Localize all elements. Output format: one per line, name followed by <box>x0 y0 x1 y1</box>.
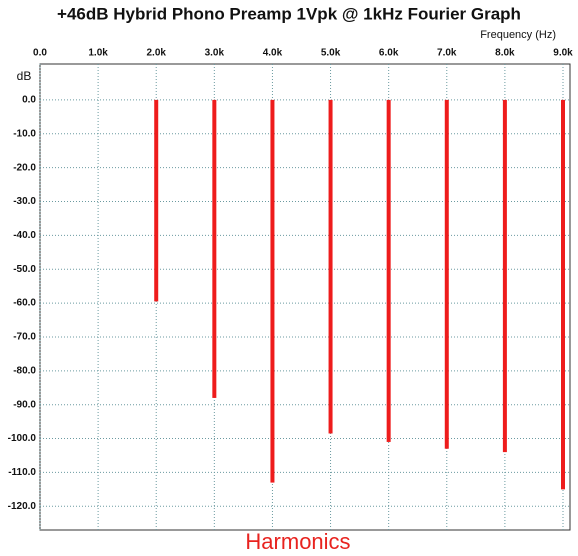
x-tick-label: 8.0k <box>495 48 515 59</box>
bar <box>212 99 217 398</box>
y-tick-label: 0.0 <box>22 95 36 106</box>
y-tick-label: -70.0 <box>13 332 36 343</box>
y-tick-label: -40.0 <box>13 230 36 241</box>
bar <box>386 99 391 442</box>
x-tick-label: 6.0k <box>379 48 399 59</box>
plot-frame <box>39 63 571 531</box>
x-tick-label: 5.0k <box>321 48 341 59</box>
x-tick-label: 4.0k <box>263 48 283 59</box>
x-axis-label: Frequency (Hz) <box>480 29 556 41</box>
x-tick-label: 7.0k <box>437 48 457 59</box>
y-tick-label: -80.0 <box>13 365 36 376</box>
bar <box>561 99 565 490</box>
y-tick-label: -90.0 <box>13 399 36 410</box>
x-tick-label: 9.0k <box>553 48 573 59</box>
chart-title: +46dB Hybrid Phono Preamp 1Vpk @ 1kHz Fo… <box>57 4 521 23</box>
y-tick-label: -100.0 <box>8 433 37 444</box>
bar <box>154 99 159 302</box>
y-tick-label: -50.0 <box>13 264 36 275</box>
bar <box>270 99 275 483</box>
bar <box>502 99 507 453</box>
y-tick-label: -30.0 <box>13 196 36 207</box>
x-tick-label: 2.0k <box>146 48 166 59</box>
bar <box>444 99 449 449</box>
bar <box>328 99 333 434</box>
y-tick-label: -20.0 <box>13 162 36 173</box>
y-tick-label: -110.0 <box>8 467 36 478</box>
y-axis-label: dB <box>17 69 32 83</box>
y-tick-label: -60.0 <box>13 298 36 309</box>
y-tick-label: -10.0 <box>13 128 36 139</box>
x-tick-label: 0.0 <box>33 48 47 59</box>
x-tick-label: 3.0k <box>205 48 225 59</box>
x-tick-label: 1.0k <box>88 48 108 59</box>
caption: Harmonics <box>245 529 350 554</box>
y-tick-label: -120.0 <box>8 501 37 512</box>
